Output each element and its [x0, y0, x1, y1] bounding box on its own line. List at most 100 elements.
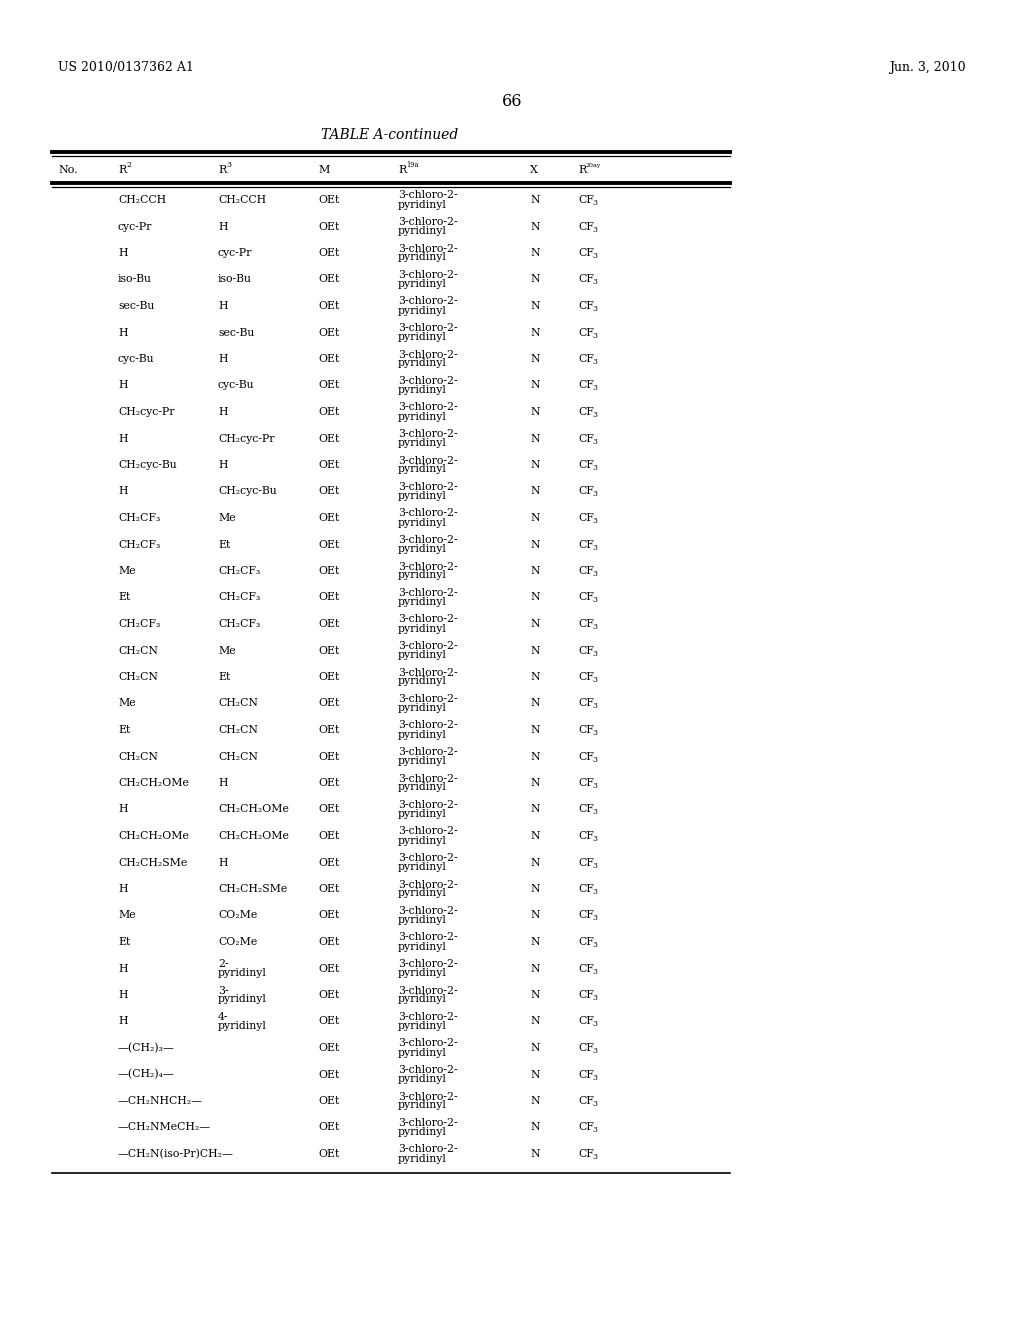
Text: 3: 3 [592, 517, 597, 525]
Text: OEt: OEt [318, 858, 339, 867]
Text: 3-chloro-2-: 3-chloro-2- [398, 429, 458, 440]
Text: OEt: OEt [318, 990, 339, 1001]
Text: pyridinyl: pyridinyl [398, 1074, 446, 1084]
Text: pyridinyl: pyridinyl [398, 862, 446, 873]
Text: N: N [530, 195, 540, 205]
Text: 3-chloro-2-: 3-chloro-2- [398, 906, 458, 916]
Text: CH₂CN: CH₂CN [118, 672, 158, 682]
Text: CH₂cyc-Pr: CH₂cyc-Pr [218, 433, 274, 444]
Text: CF: CF [578, 725, 594, 735]
Text: H: H [118, 248, 128, 257]
Text: OEt: OEt [318, 937, 339, 946]
Text: CF: CF [578, 248, 594, 257]
Text: CF: CF [578, 804, 594, 814]
Text: pyridinyl: pyridinyl [398, 836, 446, 846]
Text: 3: 3 [592, 437, 597, 446]
Text: Jun. 3, 2010: Jun. 3, 2010 [890, 62, 966, 74]
Text: pyridinyl: pyridinyl [398, 544, 446, 554]
Text: pyridinyl: pyridinyl [398, 199, 446, 210]
Text: N: N [530, 1069, 540, 1080]
Text: CH₂CH₂OMe: CH₂CH₂OMe [218, 832, 289, 841]
Text: CF: CF [578, 275, 594, 285]
Text: CF: CF [578, 964, 594, 974]
Text: R: R [398, 165, 407, 176]
Text: 3-chloro-2-: 3-chloro-2- [398, 694, 458, 704]
Text: N: N [530, 751, 540, 762]
Text: 3: 3 [592, 808, 597, 817]
Text: OEt: OEt [318, 433, 339, 444]
Text: N: N [530, 593, 540, 602]
Text: —CH₂NHCH₂—: —CH₂NHCH₂— [118, 1096, 203, 1106]
Text: N: N [530, 911, 540, 920]
Text: H: H [118, 1016, 128, 1027]
Text: pyridinyl: pyridinyl [398, 570, 446, 581]
Text: N: N [530, 433, 540, 444]
Text: CH₂CF₃: CH₂CF₃ [218, 593, 260, 602]
Text: Et: Et [118, 593, 130, 602]
Text: 3: 3 [592, 1152, 597, 1162]
Text: 3-chloro-2-: 3-chloro-2- [398, 986, 458, 995]
Text: 3: 3 [592, 702, 597, 710]
Text: pyridinyl: pyridinyl [398, 226, 446, 236]
Text: N: N [530, 513, 540, 523]
Text: H: H [218, 459, 227, 470]
Text: pyridinyl: pyridinyl [398, 994, 446, 1005]
Text: H: H [118, 804, 128, 814]
Text: CH₂CH₂OMe: CH₂CH₂OMe [218, 804, 289, 814]
Text: CH₂cyc-Bu: CH₂cyc-Bu [118, 459, 177, 470]
Text: 3: 3 [226, 161, 231, 169]
Text: 3-chloro-2-: 3-chloro-2- [398, 403, 458, 412]
Text: X: X [530, 165, 538, 176]
Text: CH₂CF₃: CH₂CF₃ [218, 566, 260, 576]
Text: pyridinyl: pyridinyl [398, 412, 446, 421]
Text: CF: CF [578, 222, 594, 231]
Text: pyridinyl: pyridinyl [398, 1127, 446, 1137]
Text: —CH₂N(iso-Pr)CH₂—: —CH₂N(iso-Pr)CH₂— [118, 1148, 233, 1159]
Text: cyc-Pr: cyc-Pr [218, 248, 252, 257]
Text: 20ay: 20ay [586, 162, 601, 168]
Text: 3: 3 [592, 1126, 597, 1134]
Text: pyridinyl: pyridinyl [398, 704, 446, 713]
Text: R: R [118, 165, 126, 176]
Text: 3: 3 [592, 331, 597, 339]
Text: pyridinyl: pyridinyl [398, 252, 446, 263]
Text: CF: CF [578, 1148, 594, 1159]
Text: 3: 3 [592, 623, 597, 631]
Text: OEt: OEt [318, 911, 339, 920]
Text: 3: 3 [592, 729, 597, 737]
Text: OEt: OEt [318, 540, 339, 549]
Text: CF: CF [578, 1122, 594, 1133]
Text: OEt: OEt [318, 275, 339, 285]
Text: CF: CF [578, 990, 594, 1001]
Text: N: N [530, 327, 540, 338]
Text: CO₂Me: CO₂Me [218, 937, 257, 946]
Text: Et: Et [218, 540, 230, 549]
Text: H: H [118, 990, 128, 1001]
Text: CF: CF [578, 1043, 594, 1053]
Text: No.: No. [58, 165, 78, 176]
Text: 3-chloro-2-: 3-chloro-2- [398, 561, 458, 572]
Text: N: N [530, 990, 540, 1001]
Text: pyridinyl: pyridinyl [398, 676, 446, 686]
Text: OEt: OEt [318, 566, 339, 576]
Text: 3-chloro-2-: 3-chloro-2- [398, 774, 458, 784]
Text: 3-chloro-2-: 3-chloro-2- [398, 323, 458, 333]
Text: 3-chloro-2-: 3-chloro-2- [398, 853, 458, 863]
Text: N: N [530, 566, 540, 576]
Text: N: N [530, 1122, 540, 1133]
Text: OEt: OEt [318, 195, 339, 205]
Text: pyridinyl: pyridinyl [398, 1154, 446, 1163]
Text: N: N [530, 1043, 540, 1053]
Text: OEt: OEt [318, 1122, 339, 1133]
Text: N: N [530, 698, 540, 709]
Text: 3-chloro-2-: 3-chloro-2- [398, 482, 458, 492]
Text: CF: CF [578, 1016, 594, 1027]
Text: CF: CF [578, 672, 594, 682]
Text: CF: CF [578, 751, 594, 762]
Text: 3: 3 [592, 544, 597, 552]
Text: OEt: OEt [318, 672, 339, 682]
Text: 3: 3 [592, 676, 597, 684]
Text: CF: CF [578, 1069, 594, 1080]
Text: 3-chloro-2-: 3-chloro-2- [398, 960, 458, 969]
Text: 3: 3 [592, 411, 597, 418]
